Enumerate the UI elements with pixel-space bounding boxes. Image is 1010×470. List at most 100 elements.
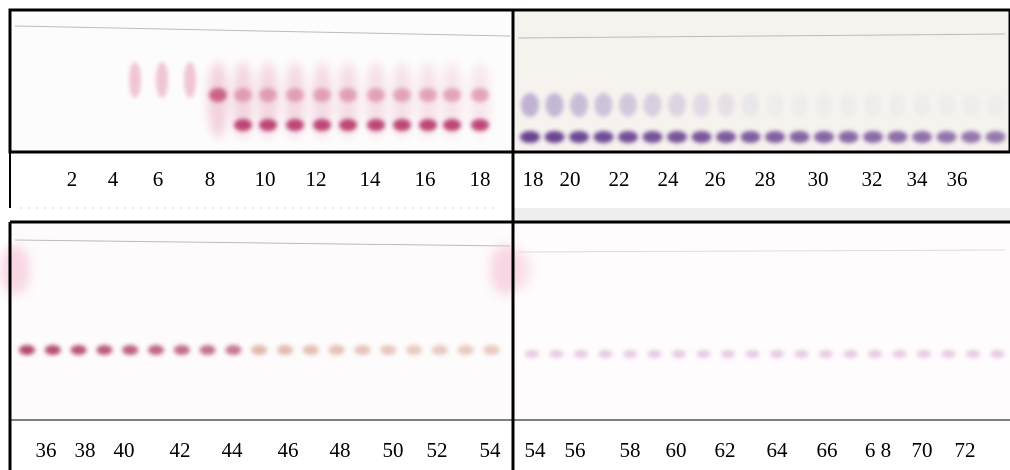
spot	[740, 131, 761, 143]
spot	[525, 350, 539, 358]
solvent-front	[14, 25, 511, 37]
fraction-label: 36	[947, 167, 968, 191]
spot	[173, 345, 190, 355]
spot	[443, 119, 461, 131]
spot	[277, 345, 293, 355]
spot	[471, 88, 489, 102]
fraction-label: 24	[658, 167, 680, 191]
spot	[623, 350, 637, 358]
spot	[691, 131, 712, 143]
spot	[19, 345, 35, 355]
fraction-label: 18	[523, 167, 544, 191]
fraction-label: 2	[67, 167, 78, 191]
fraction-label: 10	[255, 167, 276, 191]
spot	[668, 93, 686, 117]
spot	[471, 119, 489, 131]
fraction-label: 70	[912, 438, 933, 462]
spot	[647, 350, 662, 358]
spot	[259, 88, 277, 102]
spot	[521, 93, 539, 117]
spot	[839, 93, 858, 117]
spot	[741, 93, 760, 117]
plate	[514, 224, 1010, 420]
spot	[770, 350, 784, 358]
fraction-label: 56	[565, 438, 586, 462]
spot	[483, 345, 500, 355]
spot	[937, 93, 956, 117]
spot	[209, 88, 227, 102]
fraction-label: 36	[36, 438, 57, 462]
fraction-label: 4	[108, 167, 119, 191]
spot	[393, 88, 411, 102]
spot	[667, 131, 687, 143]
spot	[765, 131, 785, 143]
spot	[259, 119, 277, 131]
fraction-label: 62	[715, 438, 736, 462]
spot	[593, 131, 614, 143]
spot	[721, 350, 735, 358]
fraction-label: 26	[705, 167, 726, 191]
plate	[12, 224, 512, 420]
fraction-label: 54	[525, 438, 547, 462]
fraction-label: 54	[480, 438, 502, 462]
fraction-label: 48	[330, 438, 351, 462]
fraction-label: 58	[620, 438, 641, 462]
fraction-label: 14	[360, 167, 382, 191]
spot	[122, 345, 139, 355]
spot	[251, 345, 268, 355]
fraction-label: 16	[415, 167, 436, 191]
spot	[745, 350, 760, 358]
spot	[985, 131, 1006, 143]
spot	[843, 350, 858, 358]
spot	[672, 350, 686, 358]
spot	[642, 131, 663, 143]
spot	[156, 62, 168, 98]
spot	[643, 93, 662, 117]
spot	[868, 350, 882, 358]
spot	[328, 345, 345, 355]
spot	[234, 119, 252, 131]
spot	[716, 131, 736, 143]
spot	[419, 119, 437, 131]
spot	[717, 93, 735, 117]
spot	[815, 93, 833, 117]
spot	[96, 345, 113, 355]
fraction-label: 28	[755, 167, 776, 191]
fraction-label: 66	[817, 438, 838, 462]
fraction-label: 46	[278, 438, 299, 462]
spot	[339, 119, 357, 131]
spot	[936, 131, 957, 143]
fraction-label: 6 8	[865, 438, 891, 462]
spot	[443, 88, 461, 102]
spot	[917, 350, 931, 358]
spot	[941, 350, 956, 358]
fraction-label: 44	[222, 438, 244, 462]
fraction-label: 8	[205, 167, 216, 191]
spot	[569, 131, 589, 143]
fraction-label: 64	[767, 438, 789, 462]
spot	[148, 345, 164, 355]
spot	[892, 350, 907, 358]
fraction-label: 40	[114, 438, 135, 462]
fraction-label: 32	[862, 167, 883, 191]
spot	[313, 88, 331, 102]
spot	[313, 119, 331, 131]
spot	[393, 119, 411, 131]
spot	[790, 93, 809, 117]
spot	[544, 131, 565, 143]
fraction-label: 52	[427, 438, 448, 462]
fraction-label: 50	[383, 438, 404, 462]
spot	[234, 88, 252, 102]
spot	[199, 345, 216, 355]
spot	[594, 93, 613, 117]
spot	[367, 88, 385, 102]
spot	[431, 345, 448, 355]
spot	[696, 350, 711, 358]
fraction-label: 12	[306, 167, 327, 191]
glow	[0, 245, 30, 295]
spots	[0, 62, 1006, 358]
spot	[367, 119, 385, 131]
gap-strip	[514, 208, 1010, 224]
border	[8, 8, 1010, 154]
